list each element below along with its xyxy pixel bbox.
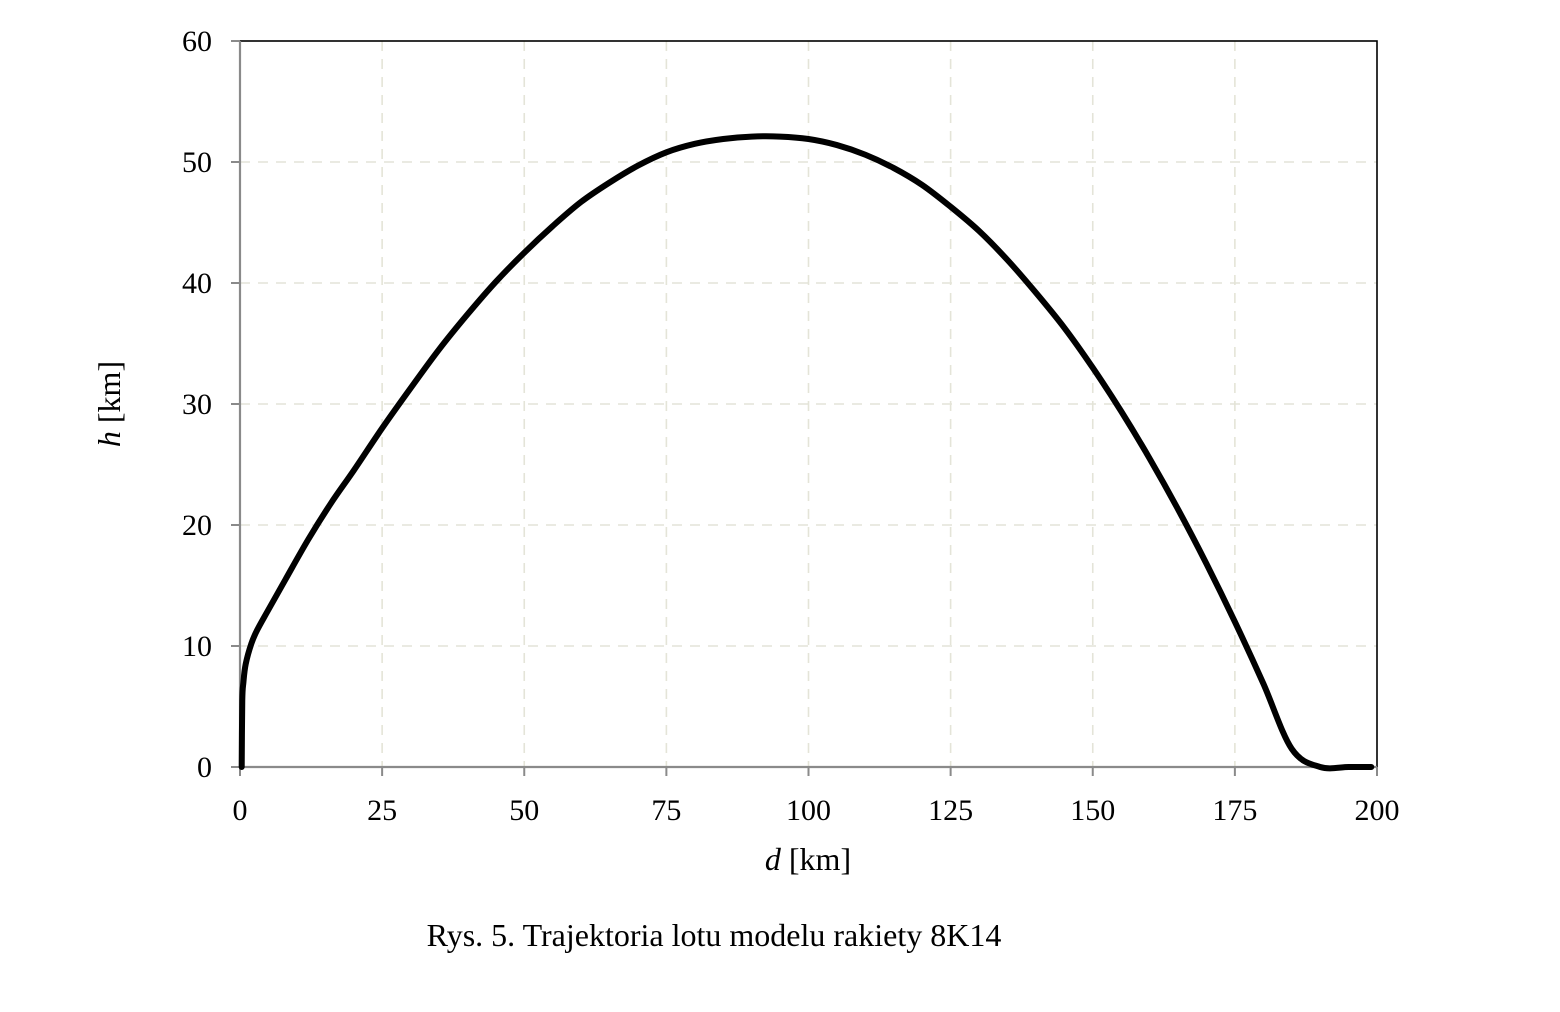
y-tick-label: 0: [197, 751, 212, 784]
x-tick-label: 50: [509, 794, 539, 827]
y-tick-label: 20: [182, 509, 212, 542]
trajectory-line: [238, 133, 1375, 772]
y-tick-label: 60: [182, 25, 212, 58]
x-tick-label: 25: [367, 794, 397, 827]
y-tick-label: 10: [182, 630, 212, 663]
x-tick-label: 175: [1212, 794, 1257, 827]
x-tick-label: 100: [786, 794, 831, 827]
x-tick-label: 200: [1355, 794, 1400, 827]
y-tick-label: 50: [182, 146, 212, 179]
x-axis-title: d [km]: [765, 841, 851, 877]
y-tick-label: 30: [182, 388, 212, 421]
tick-labels: 0 25 50 75 100 125 150 175 200 0 10 20 30 40 50 60: [182, 25, 1400, 827]
series-layer: [238, 133, 1375, 772]
y-axis-title: h [km]: [91, 361, 127, 447]
figure-caption: Rys. 5. Trajektoria lotu modelu rakiety …: [427, 917, 1002, 953]
y-tick-label: 40: [182, 267, 212, 300]
axes: [231, 40, 1378, 776]
x-tick-label: 125: [928, 794, 973, 827]
x-tick-label: 0: [233, 794, 248, 827]
x-tick-label: 150: [1070, 794, 1115, 827]
x-tick-label: 75: [651, 794, 681, 827]
grid-lines: [240, 41, 1377, 767]
